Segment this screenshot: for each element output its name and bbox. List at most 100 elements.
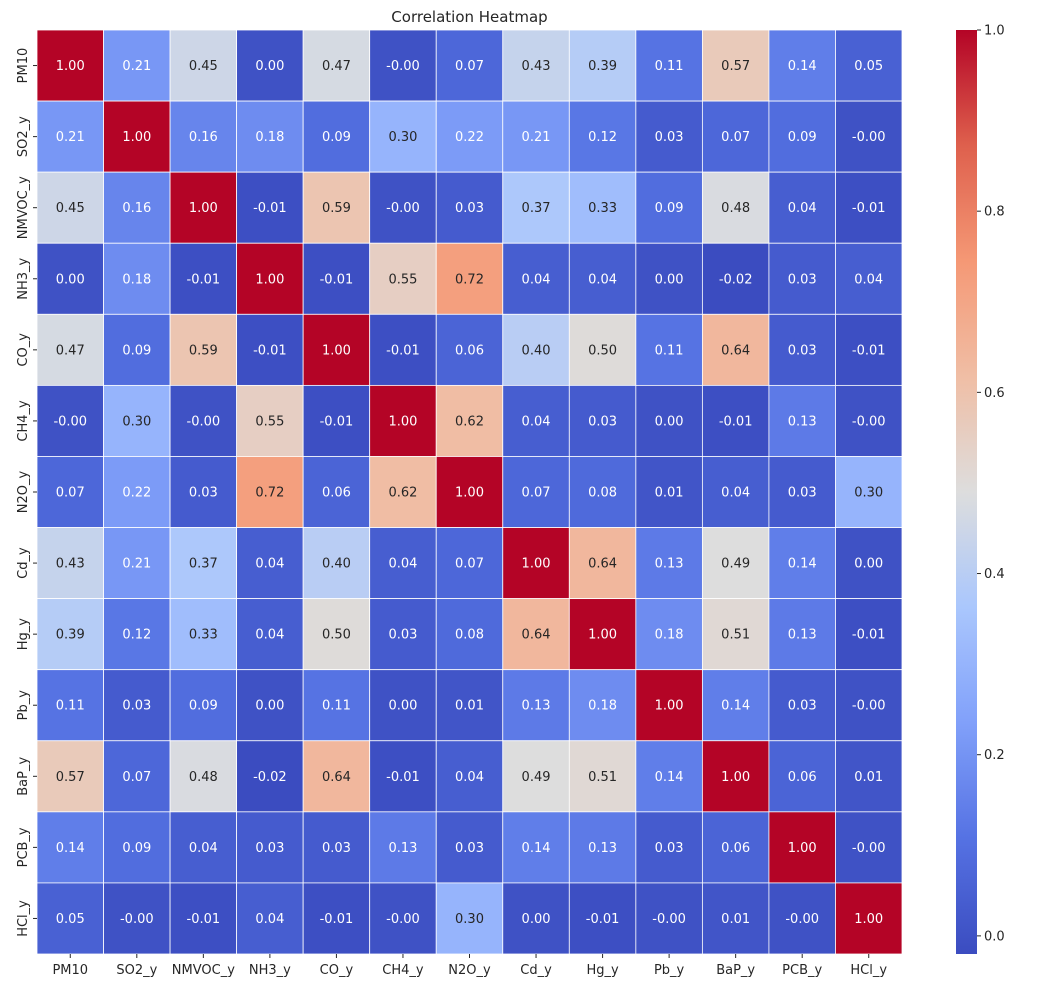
- heatmap-cell-NH3_y-HCl_y: [835, 242, 903, 315]
- cell-value-label: 0.04: [788, 201, 817, 216]
- heatmap-cell-Pb_y-PCB_y: [768, 669, 836, 742]
- cell-value-label: 0.57: [721, 59, 750, 74]
- heatmap-cell-CH4_y-NH3_y: [236, 384, 304, 457]
- heatmap-cell-NH3_y-PCB_y: [768, 242, 836, 315]
- cell-value-label: 1.00: [588, 628, 617, 643]
- cell-value-label: 0.51: [721, 628, 750, 643]
- heatmap-cell-Pb_y-BaP_y: [701, 669, 770, 742]
- heatmap-cell-CO_y-NMVOC_y: [169, 313, 238, 386]
- cell-value-label: -0.01: [320, 414, 354, 429]
- heatmap-cell-SO2_y-PM10: [36, 100, 104, 173]
- cell-value-label: -0.01: [852, 628, 886, 643]
- heatmap-cell-Cd_y-Hg_y: [568, 527, 637, 600]
- cell-value-label: 0.47: [56, 343, 85, 358]
- cell-value-label: 0.08: [588, 486, 617, 501]
- cell-value-label: 0.62: [388, 486, 417, 501]
- cell-value-label: 0.33: [588, 201, 617, 216]
- cell-value-label: 0.04: [721, 486, 750, 501]
- heatmap-cell-NH3_y-Pb_y: [635, 242, 703, 315]
- cell-value-label: 0.04: [189, 841, 218, 856]
- cell-value-label: 0.13: [588, 841, 617, 856]
- heatmap-cell-NMVOC_y-SO2_y: [103, 171, 171, 244]
- heatmap-cell-PCB_y-Hg_y: [568, 811, 637, 884]
- cell-value-label: 0.21: [122, 557, 151, 572]
- heatmap-cell-CH4_y-HCl_y: [835, 384, 903, 457]
- cell-value-label: 0.04: [455, 770, 484, 785]
- x-tick-label: NH3_y: [249, 963, 291, 978]
- cell-value-label: 0.00: [388, 699, 417, 714]
- heatmap-cell-BaP_y-NH3_y: [236, 740, 304, 813]
- cell-value-label: 0.00: [522, 912, 551, 927]
- colorbar-tick-label: 1.0: [984, 24, 1005, 39]
- cell-value-label: 0.04: [388, 557, 417, 572]
- cell-value-label: 0.03: [655, 841, 684, 856]
- cell-value-label: -0.00: [852, 414, 886, 429]
- heatmap-cell-NMVOC_y-PM10: [36, 171, 104, 244]
- cell-value-label: 0.30: [388, 130, 417, 145]
- cell-value-label: 0.48: [721, 201, 750, 216]
- heatmap-cell-Cd_y-NH3_y: [236, 527, 304, 600]
- y-tick-label: SO2_y: [16, 116, 31, 157]
- x-tick-label: NMVOC_y: [172, 963, 235, 978]
- cell-value-label: 0.72: [255, 486, 284, 501]
- heatmap-cell-CO_y-Hg_y: [568, 313, 637, 386]
- cell-value-label: 0.59: [322, 201, 351, 216]
- cell-value-label: -0.01: [320, 272, 354, 287]
- cell-value-label: 0.03: [455, 841, 484, 856]
- cell-value-label: -0.00: [386, 201, 420, 216]
- heatmap-cell-SO2_y-N2O_y: [435, 100, 504, 173]
- heatmap-cell-N2O_y-PM10: [36, 456, 104, 528]
- heatmap-cell-N2O_y-Hg_y: [568, 456, 637, 528]
- colorbar-tick-label: 0.6: [984, 386, 1005, 401]
- heatmap-cell-BaP_y-BaP_y: [701, 740, 770, 813]
- heatmap-cell-HCl_y-NH3_y: [236, 882, 304, 955]
- heatmap-cell-Hg_y-Cd_y: [502, 598, 570, 671]
- cell-value-label: 0.55: [255, 414, 284, 429]
- cell-value-label: 0.39: [56, 628, 85, 643]
- cell-value-label: 0.04: [522, 414, 551, 429]
- heatmap-cell-CH4_y-BaP_y: [701, 384, 770, 457]
- cell-value-label: 0.18: [255, 130, 284, 145]
- heatmap-cell-Cd_y-Cd_y: [502, 527, 570, 600]
- cell-value-label: 0.09: [788, 130, 817, 145]
- cell-value-label: -0.00: [386, 912, 420, 927]
- heatmap-cell-N2O_y-NH3_y: [236, 456, 304, 528]
- heatmap-cell-PM10-PM10: [36, 29, 104, 102]
- y-tick-label: HCl_y: [16, 900, 31, 937]
- heatmap-cell-NMVOC_y-PCB_y: [768, 171, 836, 244]
- cell-value-label: 0.64: [322, 770, 351, 785]
- heatmap-cell-BaP_y-CO_y: [302, 740, 371, 813]
- cell-value-label: -0.00: [852, 130, 886, 145]
- cell-value-label: 1.00: [721, 770, 750, 785]
- cell-value-label: 0.43: [522, 59, 551, 74]
- heatmap-cell-N2O_y-BaP_y: [701, 456, 770, 528]
- heatmap-cell-CO_y-HCl_y: [835, 313, 903, 386]
- heatmap-cell-HCl_y-SO2_y: [103, 882, 171, 955]
- heatmap-cell-Cd_y-PCB_y: [768, 527, 836, 600]
- cell-value-label: 0.03: [788, 486, 817, 501]
- cell-value-label: 0.18: [122, 272, 151, 287]
- heatmap-cell-CH4_y-N2O_y: [435, 384, 504, 457]
- cell-value-label: 0.64: [588, 557, 617, 572]
- colorbar-tick-label: 0.8: [984, 205, 1005, 220]
- heatmap-cell-Cd_y-CO_y: [302, 527, 371, 600]
- cell-value-label: 0.14: [788, 59, 817, 74]
- heatmap-cell-Hg_y-N2O_y: [435, 598, 504, 671]
- heatmap-cell-Pb_y-CH4_y: [369, 669, 437, 742]
- cell-value-label: -0.00: [852, 699, 886, 714]
- cell-value-label: 0.03: [189, 486, 218, 501]
- heatmap-cell-N2O_y-N2O_y: [435, 456, 504, 528]
- y-tick-label: Hg_y: [16, 618, 31, 651]
- x-tick-label: SO2_y: [116, 963, 157, 978]
- heatmap-cell-NH3_y-N2O_y: [435, 242, 504, 315]
- cell-value-label: 0.06: [455, 343, 484, 358]
- heatmap-cell-N2O_y-HCl_y: [835, 456, 903, 528]
- heatmap-cell-HCl_y-Cd_y: [502, 882, 570, 955]
- cell-value-label: 0.03: [788, 272, 817, 287]
- x-tick-label: PCB_y: [782, 963, 822, 978]
- x-axis-ticks: PM10 SO2_y NMVOC_y NH3_y CO_y CH4_y N2O_y Cd_y H…: [52, 954, 887, 978]
- heatmap-cell-PCB_y-SO2_y: [103, 811, 171, 884]
- cell-value-label: 1.00: [388, 414, 417, 429]
- y-tick-label: NH3_y: [16, 257, 31, 299]
- x-tick-label: Hg_y: [586, 963, 619, 978]
